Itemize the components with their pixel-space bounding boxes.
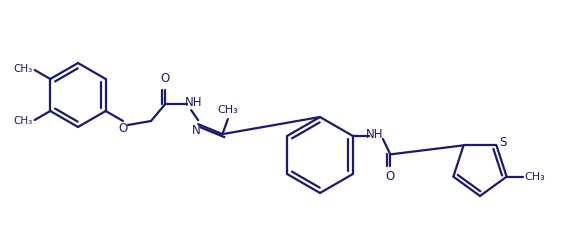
Text: CH₃: CH₃ <box>525 172 545 182</box>
Text: CH₃: CH₃ <box>13 116 33 126</box>
Text: O: O <box>386 170 395 183</box>
Text: O: O <box>118 122 128 135</box>
Text: O: O <box>160 72 170 85</box>
Text: CH₃: CH₃ <box>13 64 33 74</box>
Text: N: N <box>192 124 200 137</box>
Text: NH: NH <box>185 96 202 109</box>
Text: S: S <box>499 136 507 149</box>
Text: NH: NH <box>366 128 384 141</box>
Text: CH₃: CH₃ <box>218 105 238 115</box>
